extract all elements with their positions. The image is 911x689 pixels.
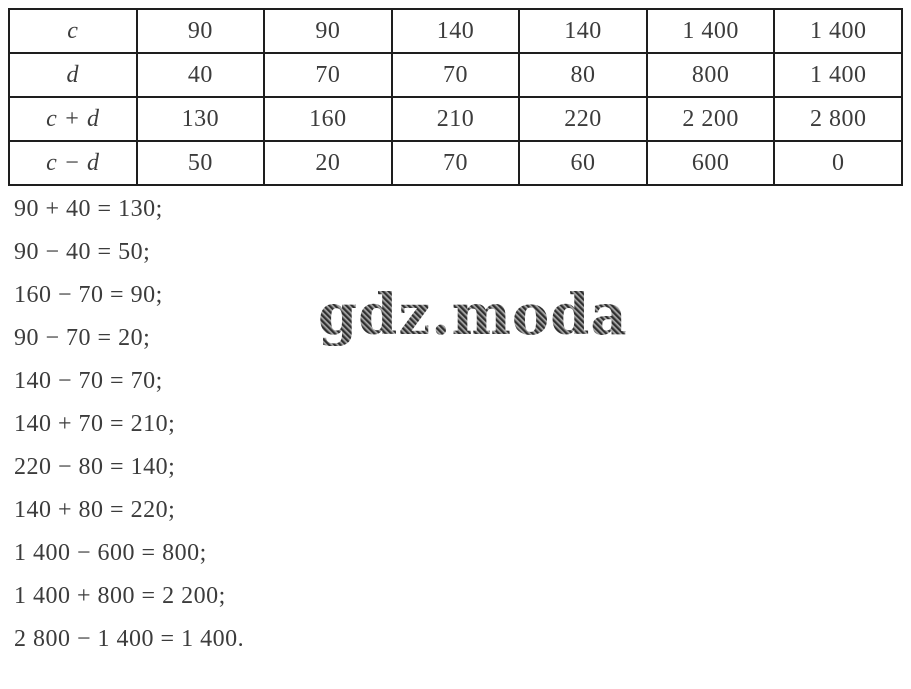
- equation-line: 2 800 − 1 400 = 1 400.: [14, 626, 245, 652]
- row-label-d: d: [8, 52, 138, 98]
- table-cell: 140: [390, 8, 521, 54]
- table-cell: 160: [263, 96, 393, 142]
- table-cell: 130: [135, 96, 266, 142]
- equation-line: 140 − 70 = 70;: [14, 368, 163, 394]
- equation-line: 1 400 − 600 = 800;: [14, 540, 207, 566]
- table-cell: 90: [263, 8, 393, 54]
- table-row-c-minus-d: c − d 50 20 70 60 600 0: [8, 140, 903, 186]
- row-label-c: c: [8, 8, 138, 54]
- equation-line: 160 − 70 = 90;: [14, 282, 163, 308]
- table-cell: 1 400: [773, 52, 903, 98]
- table-cell: 70: [390, 140, 521, 186]
- equations-list: 90 + 40 = 130; 90 − 40 = 50; 160 − 70 = …: [14, 188, 244, 661]
- values-table: c 90 90 140 140 1 400 1 400 d 40 70 70 8…: [8, 8, 903, 186]
- equation-line: 1 400 + 800 = 2 200;: [14, 583, 226, 609]
- equation-line: 140 + 70 = 210;: [14, 411, 176, 437]
- table-cell: 800: [645, 52, 776, 98]
- table-cell: 80: [518, 52, 648, 98]
- table-cell: 600: [645, 140, 776, 186]
- table-cell: 50: [135, 140, 266, 186]
- table-row-c: c 90 90 140 140 1 400 1 400: [8, 8, 903, 54]
- table-row-c-plus-d: c + d 130 160 210 220 2 200 2 800: [8, 96, 903, 142]
- equation-line: 90 + 40 = 130;: [14, 196, 163, 222]
- row-label-c-minus-d: c − d: [8, 140, 138, 186]
- equation-line: 220 − 80 = 140;: [14, 454, 176, 480]
- table-cell: 1 400: [773, 8, 903, 54]
- row-label-c-plus-d: c + d: [8, 96, 138, 142]
- table-cell: 220: [518, 96, 648, 142]
- table-row-d: d 40 70 70 80 800 1 400: [8, 52, 903, 98]
- table-cell: 70: [390, 52, 521, 98]
- table-cell: 60: [518, 140, 648, 186]
- table-cell: 2 800: [773, 96, 903, 142]
- table-cell: 2 200: [645, 96, 776, 142]
- table-cell: 1 400: [645, 8, 776, 54]
- table-cell: 70: [263, 52, 393, 98]
- equation-line: 140 + 80 = 220;: [14, 497, 176, 523]
- equation-line: 90 − 40 = 50;: [14, 239, 151, 265]
- table-cell: 40: [135, 52, 266, 98]
- table-cell: 0: [773, 140, 903, 186]
- table-cell: 20: [263, 140, 393, 186]
- table-cell: 90: [135, 8, 266, 54]
- watermark: gdz.moda: [318, 282, 628, 348]
- table-cell: 140: [518, 8, 648, 54]
- table-cell: 210: [390, 96, 521, 142]
- equation-line: 90 − 70 = 20;: [14, 325, 151, 351]
